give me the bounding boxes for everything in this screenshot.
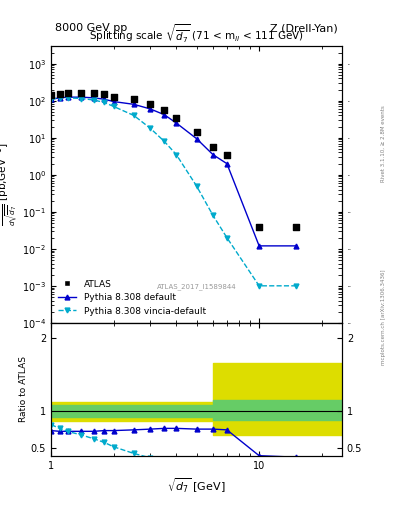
Point xyxy=(57,90,63,98)
Y-axis label: $\frac{d\sigma}{d\sqrt{\overline{d_7}}}$ [pb,GeV$^{-1}$]: $\frac{d\sigma}{d\sqrt{\overline{d_7}}}$… xyxy=(0,142,19,226)
Legend: ATLAS, Pythia 8.308 default, Pythia 8.308 vincia-default: ATLAS, Pythia 8.308 default, Pythia 8.30… xyxy=(55,277,208,318)
Point xyxy=(131,95,137,103)
Point xyxy=(210,143,216,152)
Point xyxy=(78,89,84,97)
Point xyxy=(256,222,262,230)
Title: Splitting scale $\sqrt{\overline{d_7}}$ (71 < m$_{ll}$ < 111 GeV): Splitting scale $\sqrt{\overline{d_7}}$ … xyxy=(89,23,304,45)
Point xyxy=(101,90,107,98)
Point xyxy=(147,100,154,109)
Y-axis label: Ratio to ATLAS: Ratio to ATLAS xyxy=(19,356,28,422)
Point xyxy=(193,129,200,137)
Text: 8000 GeV pp: 8000 GeV pp xyxy=(55,23,127,33)
Text: ATLAS_2017_I1589844: ATLAS_2017_I1589844 xyxy=(157,284,236,290)
Text: Z (Drell-Yan): Z (Drell-Yan) xyxy=(270,23,338,33)
Text: mcplots.cern.ch [arXiv:1306.3436]: mcplots.cern.ch [arXiv:1306.3436] xyxy=(381,270,386,365)
Point xyxy=(48,91,54,99)
X-axis label: $\sqrt{d_7}$ [GeV]: $\sqrt{d_7}$ [GeV] xyxy=(167,476,226,495)
Point xyxy=(90,89,97,97)
Point xyxy=(64,89,71,97)
Point xyxy=(224,151,230,159)
Point xyxy=(173,114,180,122)
Point xyxy=(161,106,167,115)
Point xyxy=(293,222,299,230)
Text: Rivet 3.1.10, ≥ 2.8M events: Rivet 3.1.10, ≥ 2.8M events xyxy=(381,105,386,182)
Point xyxy=(110,93,117,101)
